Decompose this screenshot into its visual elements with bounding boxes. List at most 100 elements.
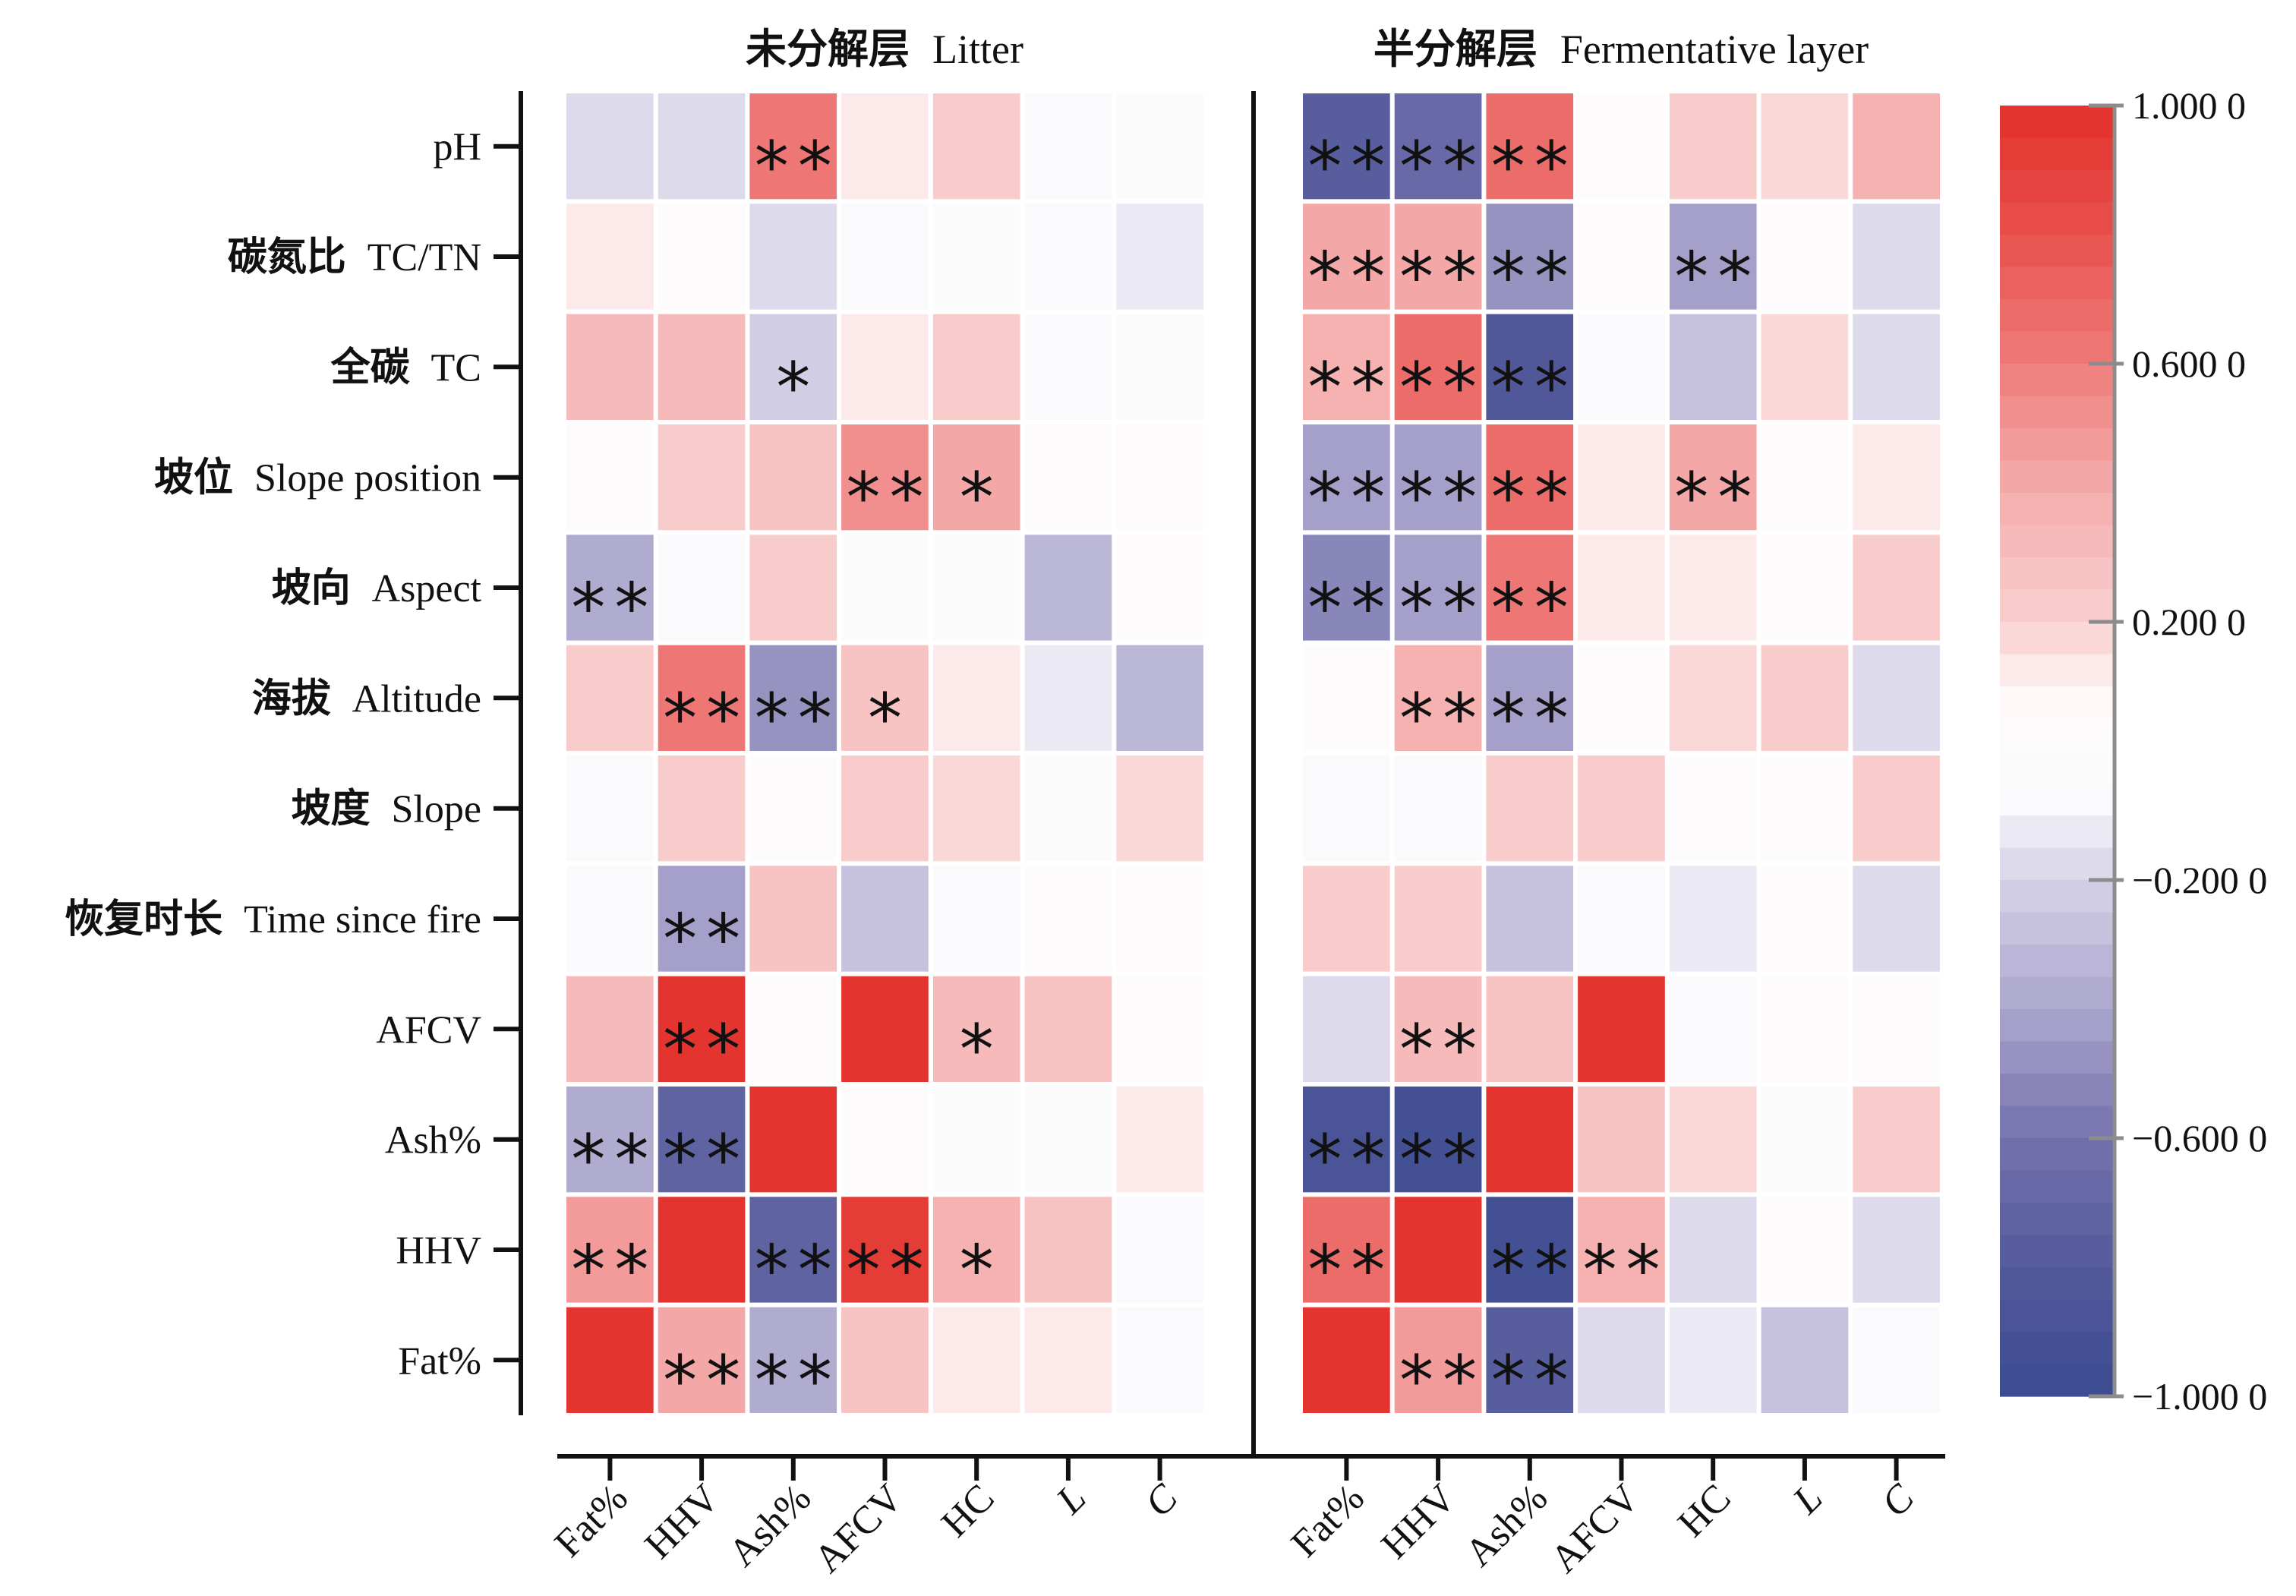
significance-marker: ** [1399,238,1486,317]
heatmap-cell [1394,424,1482,531]
colorbar-band [2000,1299,2115,1333]
colorbar-band [2000,267,2115,300]
heatmap-cell [932,976,1020,1082]
heatmap-cell [1853,1087,1940,1193]
colorbar-band [2000,1235,2115,1268]
heatmap-cell [841,424,929,531]
heatmap-cell [1853,203,1940,310]
heatmap-cell [1303,93,1390,200]
heatmap-cell [749,866,837,972]
heatmap-cell [841,1197,929,1303]
heatmap-cell [841,755,929,862]
heatmap-cell [749,424,837,531]
significance-marker: ** [1491,238,1578,317]
colorbar-band [2000,235,2115,268]
colorbar-band [2000,783,2115,816]
heatmap-cell [749,1197,837,1303]
colorbar-band [2000,622,2115,655]
row-label-en: Aspect [372,567,482,610]
row-label-en: Fat% [398,1339,481,1383]
heatmap-cell [1486,1197,1574,1303]
heatmap-cell [1116,976,1203,1082]
heatmap-cell [749,645,837,751]
heatmap-cell [1394,976,1482,1082]
heatmap-cell [1116,314,1203,420]
heatmap-cell [1669,1087,1757,1193]
significance-marker: ** [571,1121,658,1200]
colorbar-band [2000,1106,2115,1139]
heatmap-cell [566,424,654,531]
heatmap-cell [1486,866,1574,972]
heatmap-cell [1394,1087,1482,1193]
panel-title-cn: 半分解层 [1374,24,1538,73]
heatmap-cell [1853,755,1940,862]
heatmap-cell [1578,1307,1665,1413]
heatmap-cell [749,1307,837,1413]
x-tick-label: L [1048,1476,1094,1522]
colorbar-band [2000,976,2115,1010]
heatmap-cell [1761,93,1849,200]
significance-marker: ** [663,1121,749,1200]
heatmap-cell [932,866,1020,972]
colorbar-band [2000,945,2115,978]
heatmap-cell [1761,424,1849,531]
heatmap-cell [1578,1087,1665,1193]
colorbar-tick-label: −1.000 0 [2132,1375,2267,1418]
heatmap-cell [1669,645,1757,751]
heatmap-cell [1303,203,1390,310]
significance-marker: ** [1307,1121,1394,1200]
heatmap-cell [658,755,746,862]
heatmap-cell [1024,976,1112,1082]
heatmap-panel: ** ** **** ** ** **** ** **** ** ** **** ** **** ****… [1303,93,1940,1421]
heatmap-cell [841,645,929,751]
heatmap-cell [1024,1307,1112,1413]
heatmap-cell [1486,645,1574,751]
heatmap-cell [749,976,837,1082]
heatmap-cell [1303,645,1390,751]
row-label-cn: 坡向 [272,565,351,611]
row-label: 坡度 Slope [292,786,481,832]
colorbar-band [2000,1332,2115,1365]
row-label: HHV [396,1229,481,1273]
significance-marker: ** [663,900,749,979]
panel-title-en: Fermentative layer [1560,27,1869,72]
heatmap-cell [749,93,837,200]
significance-marker: ** [1307,1231,1394,1311]
heatmap-cell [1669,755,1757,862]
heatmap-cell [1116,1307,1203,1413]
panel-title-litter: 未分解层 Litter [746,24,1023,73]
heatmap-cell [1024,1087,1112,1193]
colorbar-band [2000,589,2115,623]
colorbar-band [2000,1138,2115,1172]
heatmap-cell [1394,535,1482,641]
colorbar-tick-label: −0.600 0 [2132,1117,2267,1159]
heatmap-cell [932,755,1020,862]
x-tick-label: HC [1670,1476,1739,1545]
heatmap-cell [1761,535,1849,641]
significance-marker: ** [755,1341,841,1421]
colorbar-tick-label: 0.200 0 [2132,601,2246,643]
significance-marker: ** [1399,348,1486,427]
row-labels: pH 碳氮比 TC/TN 全碳 TC 坡位 Slope position 坡向 Aspect 海拔… [65,126,481,1383]
significance-marker: ** [1491,459,1578,538]
heatmap-cell [1394,203,1482,310]
significance-marker: ** [1399,679,1486,759]
row-label: 坡向 Aspect [272,565,482,611]
heatmap-cell [1024,866,1112,972]
significance-marker: ** [1583,1231,1670,1311]
heatmap-cell [841,1307,929,1413]
heatmap-cell [1761,1197,1849,1303]
heatmap-cell [1578,93,1665,200]
heatmap-cell [1761,1307,1849,1413]
colorbar-band [2000,106,2115,139]
heatmap-cell [1486,535,1574,641]
x-tick-label: Ash% [721,1476,819,1575]
heatmap-cell [1394,1307,1482,1413]
colorbar-band [2000,525,2115,558]
row-label-en: Altitude [352,677,481,721]
heatmap-cell [1853,1197,1940,1303]
significance-marker: ** [1491,569,1578,648]
significance-marker: ** [1307,128,1394,207]
significance-marker: ** [1307,459,1394,538]
colorbar-band [2000,364,2115,397]
